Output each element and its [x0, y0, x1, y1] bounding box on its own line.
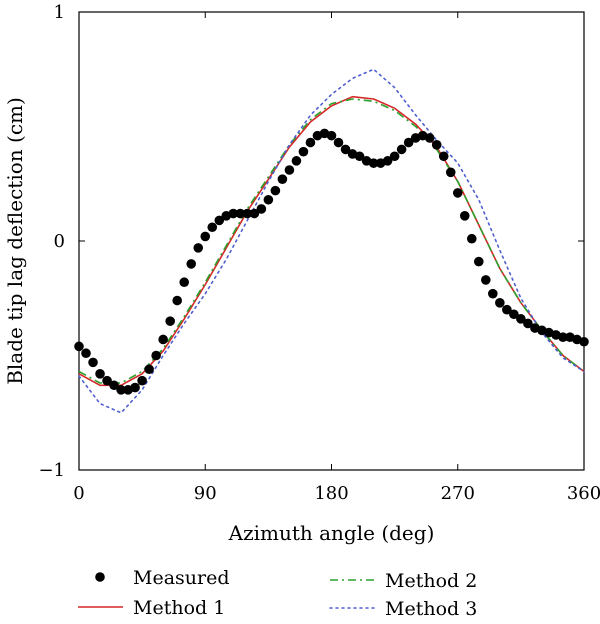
data-point-measured: [81, 348, 91, 359]
data-point-measured: [558, 332, 568, 342]
data-point-measured: [333, 137, 344, 148]
data-point-measured: [368, 158, 379, 168]
data-point-measured: [179, 277, 190, 288]
data-point-measured: [249, 208, 260, 219]
data-point-measured: [305, 137, 316, 148]
legend-label-method-2: Method 2: [385, 570, 477, 592]
legend-item-method-2: Method 2: [330, 570, 477, 592]
data-point-measured: [466, 233, 477, 244]
data-point-measured: [270, 185, 281, 196]
data-point-measured: [102, 375, 112, 386]
x-tick-label: 180: [314, 483, 348, 504]
x-tick-label: 90: [194, 483, 217, 504]
data-point-measured: [207, 222, 218, 233]
data-point-measured: [431, 140, 442, 150]
data-point-measured: [459, 211, 470, 221]
legend-marker-measured: [95, 572, 105, 582]
x-tick-label: 270: [441, 483, 475, 504]
data-point-measured: [193, 243, 204, 253]
data-point-measured: [95, 369, 105, 379]
data-point-measured: [495, 298, 505, 308]
data-point-measured: [445, 167, 456, 178]
data-point-measured: [151, 350, 161, 361]
data-point-measured: [523, 318, 533, 329]
x-tick-label: 360: [567, 483, 600, 504]
legend-item-method-1: Method 1: [78, 597, 225, 619]
series-line-method-2: [78, 98, 585, 384]
series-layer: [74, 68, 589, 414]
data-point-measured: [473, 256, 484, 267]
legend-item-method-3: Method 3: [329, 598, 477, 620]
data-point-measured: [396, 144, 407, 155]
x-axis-label: Azimuth angle (deg): [228, 521, 435, 545]
data-point-measured: [263, 194, 274, 205]
data-point-measured: [172, 295, 182, 306]
data-point-measured: [88, 357, 98, 368]
data-point-measured: [284, 165, 295, 175]
data-point-measured: [158, 334, 168, 345]
data-point-measured: [137, 375, 147, 386]
data-point-measured: [438, 151, 449, 162]
y-tick-label: 1: [54, 2, 65, 23]
data-point-measured: [256, 204, 267, 214]
data-point-measured: [277, 174, 288, 184]
data-point-measured: [516, 314, 526, 324]
data-point-measured: [165, 316, 175, 326]
data-point-measured: [326, 130, 337, 141]
data-point-measured: [481, 275, 491, 285]
data-point-measured: [502, 304, 512, 315]
tick-labels: 0 90 180 270 360 −1 0 1: [38, 2, 600, 504]
data-point-measured: [214, 215, 225, 226]
legend: Measured Method 1 Method 2 Method 3: [78, 567, 477, 620]
data-point-measured: [228, 208, 239, 219]
data-point-measured: [242, 208, 253, 219]
data-point-measured: [200, 231, 211, 242]
series-line-method-3: [78, 68, 585, 414]
legend-label-measured: Measured: [133, 567, 230, 589]
series-measured: [74, 128, 589, 395]
data-point-measured: [130, 382, 140, 393]
data-point-measured: [403, 137, 414, 148]
data-point-measured: [109, 380, 119, 391]
data-point-measured: [579, 336, 589, 347]
legend-label-method-3: Method 3: [385, 598, 477, 620]
data-point-measured: [186, 259, 197, 269]
plot-frame: [78, 11, 585, 471]
data-point-measured: [235, 208, 246, 219]
data-point-measured: [291, 156, 302, 166]
data-point-measured: [298, 146, 309, 157]
series-line-method-1: [78, 95, 585, 387]
y-tick-label: −1: [38, 460, 65, 481]
data-point-measured: [382, 156, 393, 166]
data-point-measured: [452, 188, 463, 198]
axis-ticks: [78, 11, 585, 471]
data-point-measured: [354, 151, 365, 162]
data-point-measured: [424, 133, 435, 143]
data-point-measured: [74, 341, 84, 352]
y-axis-label: Blade tip lag deflection (cm): [3, 97, 27, 385]
legend-item-measured: Measured: [95, 567, 230, 589]
y-tick-label: 0: [54, 231, 65, 252]
data-point-measured: [488, 288, 498, 299]
data-point-measured: [509, 309, 519, 320]
data-point-measured: [389, 151, 400, 162]
data-point-measured: [116, 385, 126, 395]
legend-label-method-1: Method 1: [133, 597, 225, 619]
plot-border: [78, 11, 585, 471]
data-point-measured: [340, 144, 351, 155]
x-tick-label: 0: [73, 483, 84, 504]
data-point-measured: [144, 364, 154, 375]
